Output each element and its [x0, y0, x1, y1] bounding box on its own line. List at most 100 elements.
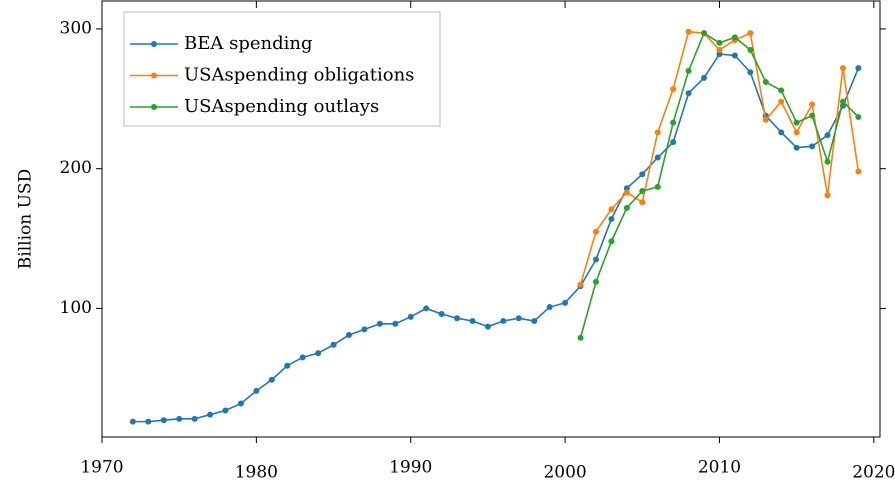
data-point	[484, 323, 491, 330]
data-point	[824, 158, 831, 165]
data-point	[438, 311, 445, 318]
data-point	[392, 320, 399, 327]
data-point	[592, 228, 599, 235]
data-point	[731, 34, 738, 41]
data-point	[701, 30, 708, 37]
data-point	[639, 188, 646, 195]
data-point	[747, 69, 754, 76]
data-point	[654, 129, 661, 136]
data-point	[824, 192, 831, 199]
data-point	[608, 206, 615, 213]
data-point	[361, 326, 368, 333]
data-point	[809, 112, 816, 119]
data-point	[299, 354, 306, 361]
data-point	[315, 350, 322, 357]
data-point	[762, 116, 769, 123]
data-point	[731, 52, 738, 59]
data-point	[284, 362, 291, 369]
data-point	[824, 132, 831, 139]
data-point	[762, 79, 769, 86]
data-point	[685, 90, 692, 97]
plot-frame	[101, 0, 881, 438]
data-point	[623, 189, 630, 196]
data-point	[222, 407, 229, 414]
data-point	[716, 39, 723, 46]
data-point	[562, 299, 569, 306]
data-point	[685, 28, 692, 35]
data-point	[670, 86, 677, 93]
data-point	[701, 74, 708, 81]
data-point	[855, 65, 862, 72]
series-line	[132, 53, 860, 423]
data-point	[268, 376, 275, 383]
data-point	[407, 313, 414, 320]
data-point	[160, 417, 167, 424]
data-point	[623, 185, 630, 192]
data-point	[345, 331, 352, 338]
data-point	[716, 46, 723, 53]
data-point	[778, 87, 785, 94]
data-point	[685, 67, 692, 74]
data-point	[747, 46, 754, 53]
legend-marker	[151, 104, 157, 110]
data-point	[608, 238, 615, 245]
data-point	[207, 411, 214, 418]
x-tick-label: 1990	[389, 458, 432, 478]
legend-marker	[151, 72, 157, 79]
data-point	[592, 278, 599, 285]
data-point	[577, 281, 584, 288]
data-point	[855, 168, 862, 175]
data-point	[546, 304, 553, 311]
data-point	[191, 415, 198, 422]
data-point	[608, 216, 615, 222]
data-point	[793, 129, 800, 136]
data-point	[747, 30, 754, 37]
data-point	[855, 113, 862, 120]
data-point	[793, 144, 800, 151]
data-point	[639, 199, 646, 206]
legend-label: BEA spending	[184, 33, 313, 54]
data-point	[145, 418, 152, 425]
series-line	[579, 31, 859, 338]
data-point	[809, 101, 816, 108]
x-tick-label: 2010	[698, 458, 741, 478]
data-point	[670, 119, 677, 126]
x-tick-label: 2000	[543, 463, 586, 483]
data-point	[670, 139, 677, 146]
data-point	[330, 341, 337, 348]
data-point	[839, 98, 846, 105]
data-point	[654, 183, 661, 190]
data-point	[253, 387, 260, 394]
data-point	[531, 318, 538, 325]
data-point	[176, 415, 183, 422]
data-point	[454, 315, 461, 322]
data-point	[129, 418, 136, 425]
data-point	[469, 318, 476, 325]
data-point	[500, 318, 507, 325]
data-point	[839, 65, 846, 72]
data-point	[577, 334, 584, 341]
x-tick-label: 1980	[235, 463, 278, 483]
legend-label: USAspending obligations	[184, 65, 414, 86]
data-point	[237, 400, 244, 407]
y-tick-label: 100	[60, 298, 92, 318]
data-point	[376, 320, 383, 327]
x-tick-label: 1970	[80, 458, 123, 478]
y-axis-label: Billion USD	[16, 169, 36, 269]
data-point	[809, 143, 816, 150]
data-point	[515, 315, 522, 322]
data-point	[423, 305, 430, 312]
data-point	[654, 154, 661, 161]
data-point	[623, 204, 630, 211]
y-tick-label: 200	[60, 158, 92, 178]
legend-marker	[151, 41, 157, 47]
x-tick-label: 2020	[852, 463, 895, 483]
y-tick-label: 300	[60, 18, 92, 38]
data-point	[716, 51, 723, 58]
data-point	[778, 129, 785, 136]
data-point	[793, 119, 800, 126]
data-point	[778, 98, 785, 105]
series-line	[579, 30, 860, 285]
